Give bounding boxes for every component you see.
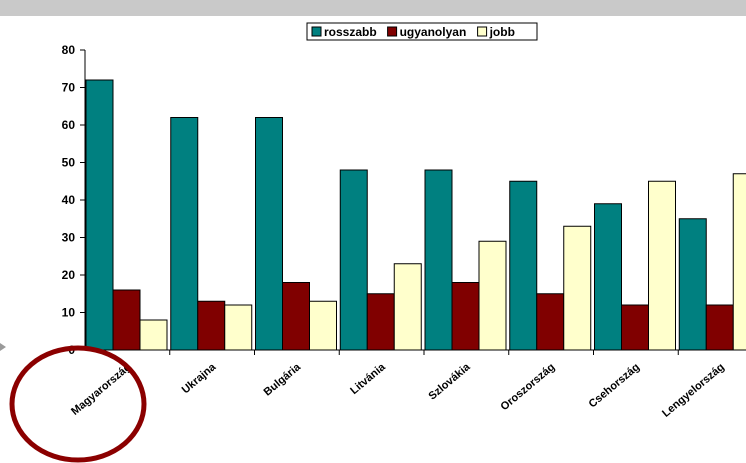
y-tick-label: 50: [62, 156, 76, 170]
legend-swatch-jobb: [477, 26, 488, 37]
bar-jobb-1: [224, 304, 253, 351]
bar-ugyanolyan-2: [282, 282, 310, 351]
legend-label-jobb: jobb: [489, 25, 515, 39]
bar-rosszabb-6: [594, 203, 622, 351]
legend-label-rosszabb: rosszabb: [324, 25, 377, 39]
y-tick-label: 80: [62, 43, 76, 57]
legend-swatch-rosszabb: [311, 26, 322, 37]
bar-jobb-6: [648, 180, 676, 351]
top-band: [0, 0, 746, 16]
highlight-circle: [9, 345, 147, 463]
x-tick-label: Magyarország: [69, 361, 133, 418]
bar-ugyanolyan-4: [451, 282, 480, 351]
bar-jobb-3: [393, 263, 422, 351]
y-tick-label: 30: [62, 231, 76, 245]
x-tick-label: Csehország: [587, 361, 642, 410]
bar-rosszabb-7: [678, 218, 707, 351]
bar-jobb-5: [563, 225, 592, 351]
bar-rosszabb-3: [339, 169, 368, 351]
bar-ugyanolyan-5: [536, 293, 565, 351]
bar-rosszabb-2: [255, 117, 283, 351]
x-tick-label: Lengyelország: [660, 361, 727, 420]
bar-jobb-2: [309, 300, 337, 351]
chart-legend: rosszabb ugyanolyan jobb: [306, 22, 538, 41]
bar-jobb-0: [139, 319, 168, 351]
y-tick-label: 10: [62, 306, 76, 320]
y-tick-label: 60: [62, 118, 76, 132]
y-tick-label: 70: [62, 81, 76, 95]
bar-jobb-7: [732, 173, 746, 351]
y-tick-label: 40: [62, 193, 76, 207]
legend-label-ugyanolyan: ugyanolyan: [400, 25, 467, 39]
legend-swatch-ugyanolyan: [387, 26, 398, 37]
bar-ugyanolyan-6: [621, 304, 649, 351]
bar-rosszabb-0: [85, 79, 114, 351]
y-tick-label: 20: [62, 268, 76, 282]
x-tick-label: Szlovákia: [426, 361, 473, 403]
bar-ugyanolyan-1: [197, 300, 226, 351]
bar-jobb-4: [478, 240, 507, 351]
bar-rosszabb-4: [424, 169, 453, 351]
x-tick-label: Bulgária: [262, 361, 304, 399]
x-tick-label: Ukrajna: [180, 361, 219, 397]
bar-rosszabb-1: [170, 117, 199, 351]
annotation-layer: [9, 345, 147, 463]
bar-ugyanolyan-0: [112, 289, 141, 351]
bar-ugyanolyan-3: [366, 293, 395, 351]
arrow-icon: [0, 343, 6, 351]
bar-group: [85, 79, 746, 351]
x-tick-label: Litvánia: [348, 361, 388, 397]
bar-ugyanolyan-7: [705, 304, 734, 351]
x-tick-label: Oroszország: [499, 361, 558, 413]
bar-rosszabb-5: [509, 180, 538, 351]
